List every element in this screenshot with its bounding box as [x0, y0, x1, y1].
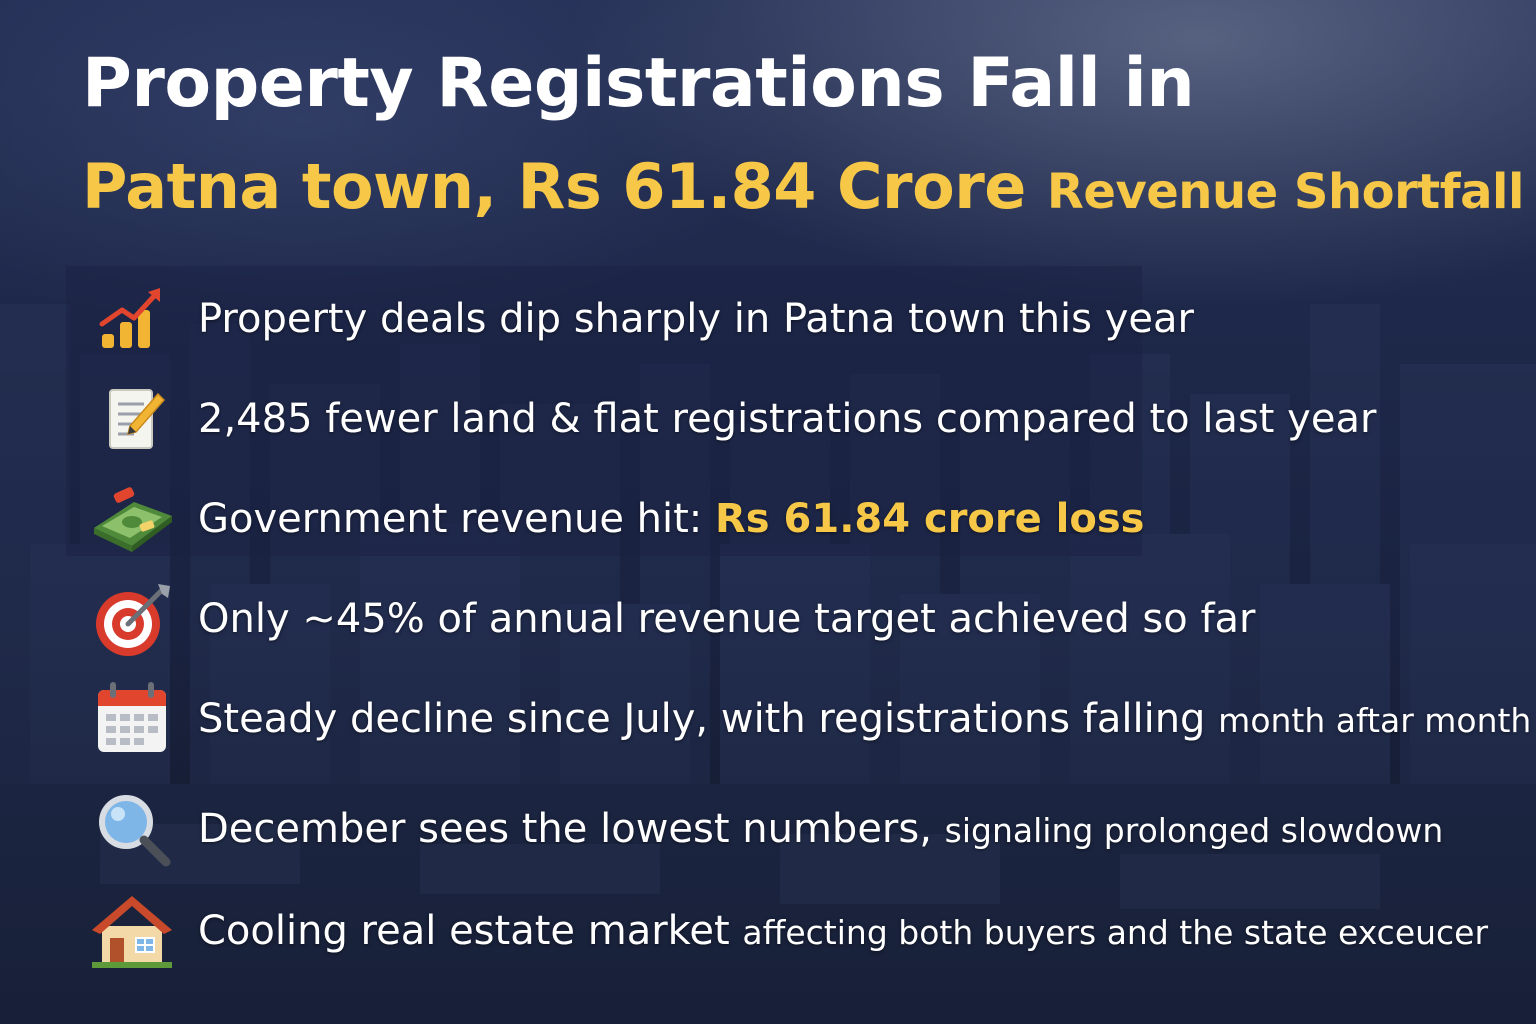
point-text: 2,485 fewer land & flat registrations co…: [198, 396, 1377, 442]
memo-pencil-icon: [109, 389, 166, 449]
list-item: Government revenue hit: Rs 61.84 crore l…: [0, 474, 1536, 564]
loss-highlight: Rs 61.84 crore loss: [715, 496, 1145, 542]
list-item: Steady decline since July, with registra…: [0, 674, 1536, 764]
headline-line-2: Patna town, Rs 61.84 Crore Revenue Short…: [82, 150, 1524, 223]
house-icon: [92, 896, 172, 968]
list-item: 2,485 fewer land & flat registrations co…: [0, 374, 1536, 464]
highlight-panel: [66, 266, 1142, 556]
list-item: December sees the lowest numbers, signal…: [0, 784, 1536, 874]
list-item: Only ~45% of annual revenue target achie…: [0, 574, 1536, 664]
magnifying-glass-icon: [99, 795, 171, 867]
point-text: Only ~45% of annual revenue target achie…: [198, 596, 1256, 642]
list-item: Property deals dip sharply in Patna town…: [0, 274, 1536, 364]
point-text: Cooling real estate market affecting bot…: [198, 908, 1489, 954]
headline-line-2-small: Revenue Shortfall: [1046, 164, 1524, 220]
point-text: December sees the lowest numbers, signal…: [198, 806, 1444, 852]
point-text: Government revenue hit: Rs 61.84 crore l…: [198, 496, 1145, 542]
calendar-icon: [98, 682, 166, 752]
money-bundle-icon: [94, 487, 172, 552]
bar-chart-rising-icon: [99, 288, 160, 348]
list-item: Cooling real estate market affecting bot…: [0, 886, 1536, 976]
headline-line-2-main: Patna town, Rs 61.84 Crore: [82, 150, 1026, 223]
headline-line-1: Property Registrations Fall in: [82, 44, 1195, 123]
point-text: Steady decline since July, with registra…: [198, 696, 1532, 742]
city-skyline-background: [0, 304, 1536, 1024]
target-dart-icon: [96, 584, 170, 656]
point-text: Property deals dip sharply in Patna town…: [198, 296, 1194, 342]
